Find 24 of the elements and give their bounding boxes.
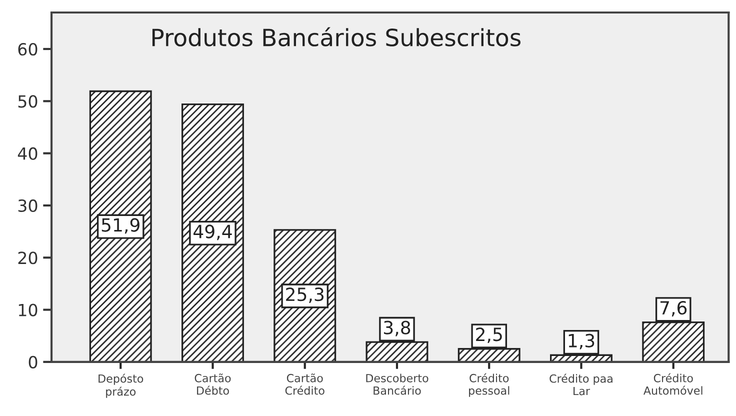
bar <box>89 90 152 362</box>
y-tick-label: 40 <box>18 147 38 160</box>
x-tick-label: Cartão Crédito <box>285 374 324 395</box>
data-label: 1,3 <box>568 334 594 350</box>
x-tick-label: Crédito pessoal <box>469 373 510 397</box>
y-tick-label: 0 <box>28 356 38 368</box>
text: Produtos Bancários Subescritos <box>152 27 521 46</box>
data-label: 51,9 <box>102 218 140 234</box>
bar <box>182 103 244 362</box>
data-label: 3,8 <box>384 320 410 336</box>
x-tick-label: Cartão Débto <box>194 374 231 395</box>
x-tick-label: Depósto prázo <box>98 374 144 398</box>
y-tick-label: 60 <box>18 42 38 56</box>
data-label: 49,4 <box>194 224 232 240</box>
data-label: 7,6 <box>660 300 687 316</box>
y-tick-label: 10 <box>18 304 38 316</box>
data-label: 2,5 <box>476 328 502 344</box>
x-tick-label: Crédito paa Lar <box>550 374 612 396</box>
x-tick-label: Descoberto Bancário <box>366 374 428 395</box>
y-tick-label: 50 <box>18 95 38 108</box>
y-tick-label: 20 <box>18 252 38 264</box>
data-label: 25,3 <box>286 288 324 304</box>
x-tick-label: Crédito Automóvel <box>643 373 702 395</box>
y-tick-label: 30 <box>18 199 38 212</box>
